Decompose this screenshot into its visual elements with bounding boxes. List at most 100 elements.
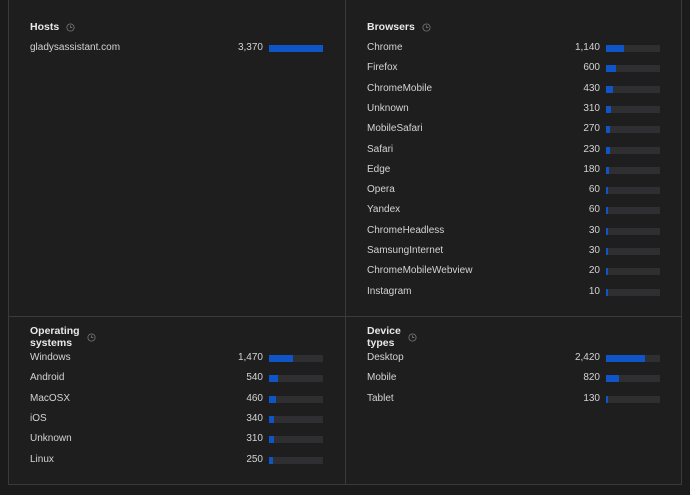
panel-title-text: Operating systems xyxy=(30,325,80,349)
item-value: 10 xyxy=(588,285,600,297)
item-value: 2,420 xyxy=(574,352,600,363)
item-label: SamsungInternet xyxy=(367,245,444,256)
stats-grid: Hosts gladysassistant.com 3,370 Browsers Ch… xyxy=(8,0,682,485)
list-item[interactable]: MacOSX 460 xyxy=(30,391,323,407)
bar-fill xyxy=(606,248,608,255)
item-value: 340 xyxy=(246,412,263,424)
item-value: 1,470 xyxy=(237,352,263,363)
item-label: Safari xyxy=(367,143,394,155)
item-value: 130 xyxy=(583,392,600,404)
list-item[interactable]: Edge 180 xyxy=(367,162,660,178)
clock-icon[interactable] xyxy=(87,332,96,342)
item-label: Mobile xyxy=(367,372,397,384)
item-label: Yandex xyxy=(367,204,401,216)
list-item[interactable]: ChromeMobileWebview 20 xyxy=(367,263,660,279)
item-label: Windows xyxy=(30,352,71,363)
list-item[interactable]: SamsungInternet 30 xyxy=(367,243,660,259)
item-label: Linux xyxy=(30,453,54,465)
panel-title-text: Browsers xyxy=(367,21,415,33)
item-value: 600 xyxy=(583,62,600,74)
horizontal-divider xyxy=(9,316,681,317)
list-item[interactable]: Android 540 xyxy=(30,370,323,386)
list-item[interactable]: Chrome 1,140 xyxy=(367,40,660,56)
panel-title: Device types xyxy=(367,325,417,349)
list-item[interactable]: Desktop 2,420 xyxy=(367,350,660,366)
bar-fill xyxy=(269,415,274,423)
bar-track xyxy=(606,65,660,73)
list-item[interactable]: ChromeMobile 430 xyxy=(367,81,660,97)
item-label: Opera xyxy=(367,184,395,196)
panel-title: Hosts xyxy=(30,19,75,35)
bar-track xyxy=(606,85,660,93)
bar-track xyxy=(606,207,660,215)
item-value: 460 xyxy=(246,392,263,404)
item-label: gladysassistant.com xyxy=(30,42,121,53)
item-label: Unknown xyxy=(367,102,409,114)
item-value: 180 xyxy=(583,163,600,175)
item-value: 30 xyxy=(588,224,600,236)
vertical-divider xyxy=(345,0,346,484)
item-label: ChromeMobile xyxy=(367,82,433,94)
list-item[interactable]: Safari 230 xyxy=(367,142,660,158)
item-label: Chrome xyxy=(367,42,403,53)
bar-track xyxy=(269,415,323,423)
panel-title: Browsers xyxy=(367,19,431,35)
list-item[interactable]: gladysassistant.com 3,370 xyxy=(30,40,323,56)
item-label: iOS xyxy=(30,412,47,424)
panel-title-text: Device types xyxy=(367,325,401,349)
list-item[interactable]: Linux 250 xyxy=(30,452,323,468)
bar-track xyxy=(606,105,660,113)
list-item[interactable]: ChromeHeadless 30 xyxy=(367,223,660,239)
list-item[interactable]: Opera 60 xyxy=(367,182,660,198)
list-item[interactable]: Mobile 820 xyxy=(367,370,660,386)
bar-track xyxy=(606,166,660,174)
item-label: ChromeMobileWebview xyxy=(367,265,473,277)
clock-icon[interactable] xyxy=(66,22,75,32)
item-value: 20 xyxy=(588,265,600,277)
bar-track xyxy=(269,45,323,52)
item-label: Tablet xyxy=(367,392,394,404)
list-item[interactable]: Firefox 600 xyxy=(367,60,660,76)
item-value: 60 xyxy=(588,184,600,196)
item-value: 1,140 xyxy=(574,42,600,53)
clock-icon[interactable] xyxy=(422,22,431,32)
bar-track xyxy=(269,355,323,362)
bar-fill xyxy=(606,85,613,93)
bar-fill xyxy=(269,456,273,464)
bar-fill xyxy=(606,187,608,195)
list-item[interactable]: MobileSafari 270 xyxy=(367,121,660,137)
list-item[interactable]: iOS 340 xyxy=(30,411,323,427)
list-item[interactable]: Unknown 310 xyxy=(367,101,660,117)
bar-fill xyxy=(606,268,608,276)
bar-fill xyxy=(606,395,608,403)
list-item[interactable]: Windows 1,470 xyxy=(30,350,323,366)
list-item[interactable]: Instagram 10 xyxy=(367,284,660,300)
list-item[interactable]: Unknown 310 xyxy=(30,431,323,447)
bar-fill xyxy=(606,375,619,383)
bar-fill xyxy=(269,355,293,362)
bar-fill xyxy=(606,126,610,134)
bar-fill xyxy=(606,146,610,154)
item-label: Firefox xyxy=(367,62,398,74)
list-item[interactable]: Yandex 60 xyxy=(367,202,660,218)
bar-track xyxy=(269,436,323,444)
bar-track xyxy=(606,268,660,276)
item-label: Edge xyxy=(367,163,391,175)
bar-fill xyxy=(606,227,608,235)
bar-fill xyxy=(606,45,624,52)
bar-track xyxy=(606,146,660,154)
bar-fill xyxy=(269,45,323,52)
item-label: Android xyxy=(30,372,65,384)
bar-fill xyxy=(606,355,645,362)
list-item[interactable]: Tablet 130 xyxy=(367,391,660,407)
clock-icon[interactable] xyxy=(408,332,417,342)
item-value: 250 xyxy=(246,453,263,465)
bar-fill xyxy=(269,375,278,383)
bar-track xyxy=(269,375,323,383)
bar-fill xyxy=(269,436,274,444)
panel-title-text: Hosts xyxy=(30,21,60,33)
item-label: ChromeHeadless xyxy=(367,224,445,236)
bar-track xyxy=(606,248,660,255)
bar-fill xyxy=(269,395,276,403)
item-value: 270 xyxy=(583,123,600,135)
